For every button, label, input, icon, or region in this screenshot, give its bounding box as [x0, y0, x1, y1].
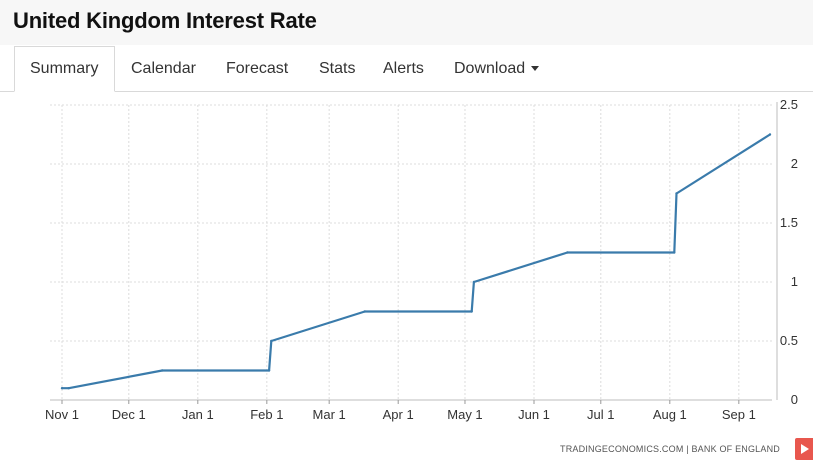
tab-calendar[interactable]: Calendar [131, 60, 196, 77]
series-point [675, 192, 678, 195]
series-point [67, 387, 70, 390]
x-tick-label: Jun 1 [518, 407, 550, 422]
series-point [267, 369, 271, 372]
x-tick-label: Apr 1 [383, 407, 414, 422]
x-tick-label: Aug 1 [653, 407, 687, 422]
header-bar: United Kingdom Interest Rate [0, 0, 813, 45]
y-tick-label: 0.5 [780, 333, 798, 348]
x-tick-label: Nov 1 [45, 407, 79, 422]
active-tab-frame [14, 46, 115, 92]
series-point [472, 280, 476, 284]
source-credit: TRADINGECONOMICS.COM | BANK OF ENGLAND [560, 444, 780, 454]
chevron-down-icon [531, 66, 540, 72]
series-points [60, 133, 772, 390]
interest-rate-chart: Nov 1 Dec 1 Jan 1 Feb 1 Mar 1 Apr 1 May 1 Jun 1… [45, 97, 798, 422]
x-tick-label: Mar 1 [313, 407, 346, 422]
tab-alerts[interactable]: Alerts [383, 60, 424, 77]
x-tick-label: Jan 1 [182, 407, 214, 422]
series-point [160, 369, 164, 372]
series-point [470, 310, 473, 313]
tab-divider [0, 91, 813, 92]
x-tick-label: Dec 1 [112, 407, 146, 422]
x-tick-label: May 1 [447, 407, 482, 422]
series-point [768, 133, 772, 136]
y-tick-label: 2 [791, 156, 798, 171]
x-tick-label: Feb 1 [250, 407, 283, 422]
x-tick-label: Jul 1 [587, 407, 614, 422]
chart-grid [50, 102, 778, 401]
y-tick-label: 1.5 [780, 215, 798, 230]
series-point [673, 251, 676, 254]
tab-stats[interactable]: Stats [319, 60, 356, 77]
series-point [363, 310, 366, 313]
tab-bar [0, 45, 813, 92]
y-axis-ticks: 0 0.5 1 1.5 2 2.5 [780, 97, 798, 407]
tab-download[interactable]: Download [454, 60, 540, 78]
series-point [60, 387, 64, 390]
series-point [270, 339, 273, 343]
x-tick-label: Sep 1 [722, 407, 756, 422]
y-tick-label: 2.5 [780, 97, 798, 112]
series-point [566, 251, 569, 254]
y-tick-label: 0 [791, 392, 798, 407]
tab-forecast[interactable]: Forecast [226, 60, 289, 77]
series-line [62, 133, 771, 390]
page-title: United Kingdom Interest Rate [13, 8, 317, 33]
y-tick-label: 1 [791, 274, 798, 289]
x-axis-ticks: Nov 1 Dec 1 Jan 1 Feb 1 Mar 1 Apr 1 May 1 Jun 1… [45, 400, 756, 422]
play-icon[interactable] [795, 438, 813, 460]
tab-summary[interactable]: Summary [30, 60, 99, 77]
tab-download-label: Download [454, 60, 526, 77]
